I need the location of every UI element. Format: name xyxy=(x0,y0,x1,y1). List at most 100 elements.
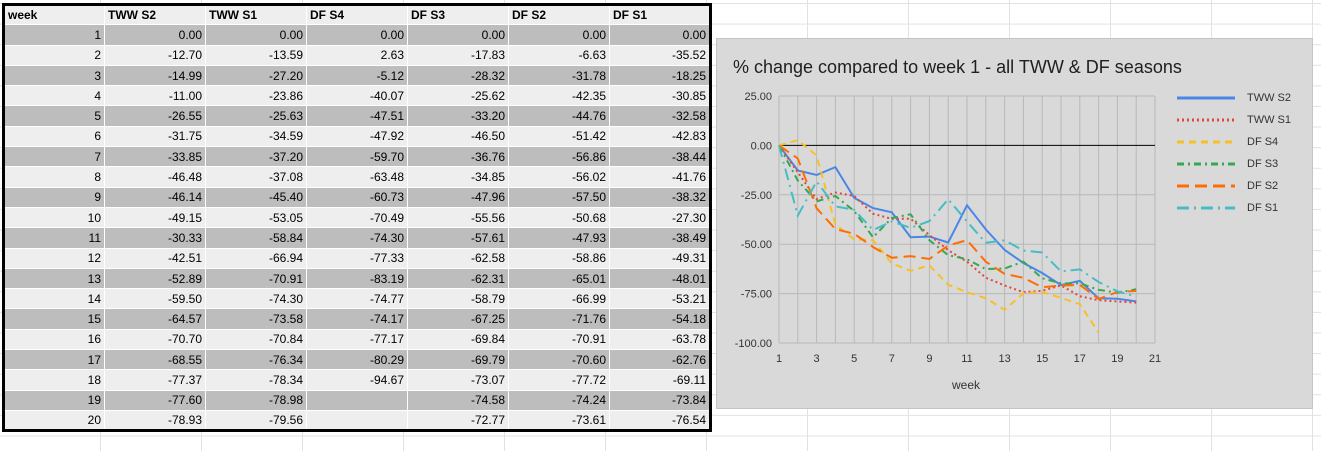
table-cell[interactable]: -38.44 xyxy=(609,146,711,168)
table-cell[interactable]: -53.05 xyxy=(205,206,307,229)
table-cell[interactable]: 13 xyxy=(3,267,105,290)
table-cell[interactable]: 17 xyxy=(3,349,105,371)
table-cell[interactable]: -80.29 xyxy=(306,349,408,371)
table-cell[interactable]: 3 xyxy=(3,64,105,87)
table-cell[interactable]: -50.68 xyxy=(508,206,610,229)
table-cell[interactable]: -74.17 xyxy=(306,308,408,330)
table-cell[interactable]: -34.59 xyxy=(205,125,307,148)
table-cell[interactable]: 12 xyxy=(3,247,105,269)
column-header[interactable]: week xyxy=(3,3,105,26)
table-cell[interactable]: -73.07 xyxy=(407,369,509,391)
table-cell[interactable]: -36.76 xyxy=(407,146,509,168)
table-cell[interactable]: -26.55 xyxy=(104,105,206,127)
table-cell[interactable]: 6 xyxy=(3,125,105,148)
table-cell[interactable]: -77.72 xyxy=(508,369,610,391)
table-cell[interactable]: -62.58 xyxy=(407,247,509,269)
table-cell[interactable]: -66.94 xyxy=(205,247,307,269)
table-cell[interactable]: -27.20 xyxy=(205,64,307,87)
column-header[interactable]: DF S2 xyxy=(508,3,610,26)
table-cell[interactable]: -38.49 xyxy=(609,227,711,249)
table-cell[interactable]: 0.00 xyxy=(104,24,206,46)
table-cell[interactable]: -59.50 xyxy=(104,288,206,310)
table-cell[interactable]: -74.24 xyxy=(508,389,610,411)
table-cell[interactable]: -33.20 xyxy=(407,105,509,127)
table-cell[interactable]: -66.99 xyxy=(508,288,610,310)
table-cell[interactable]: -35.52 xyxy=(609,44,711,66)
table-cell[interactable]: 1 xyxy=(3,24,105,46)
table-cell[interactable]: -76.54 xyxy=(609,409,711,432)
column-header[interactable]: DF S3 xyxy=(407,3,509,26)
column-header[interactable]: DF S1 xyxy=(609,3,711,26)
table-cell[interactable]: -54.18 xyxy=(609,308,711,330)
table-cell[interactable]: -27.30 xyxy=(609,206,711,229)
table-cell[interactable]: -68.55 xyxy=(104,349,206,371)
table-cell[interactable]: -55.56 xyxy=(407,206,509,229)
table-cell[interactable]: -56.86 xyxy=(508,146,610,168)
table-cell[interactable]: 11 xyxy=(3,227,105,249)
table-cell[interactable]: -23.86 xyxy=(205,85,307,107)
table-cell[interactable]: -57.61 xyxy=(407,227,509,249)
table-cell[interactable]: -49.31 xyxy=(609,247,711,269)
table-cell[interactable]: -73.61 xyxy=(508,409,610,432)
table-cell[interactable]: -42.51 xyxy=(104,247,206,269)
table-cell[interactable]: -77.60 xyxy=(104,389,206,411)
table-cell[interactable]: -64.57 xyxy=(104,308,206,330)
table-cell[interactable]: -76.34 xyxy=(205,349,307,371)
table-cell[interactable]: -40.07 xyxy=(306,85,408,107)
table-cell[interactable]: -6.63 xyxy=(508,44,610,66)
table-cell[interactable]: -83.19 xyxy=(306,267,408,290)
table-cell[interactable]: -42.83 xyxy=(609,125,711,148)
column-header[interactable]: DF S4 xyxy=(306,3,408,26)
table-cell[interactable]: 10 xyxy=(3,206,105,229)
table-cell[interactable] xyxy=(306,389,408,411)
table-cell[interactable]: -70.91 xyxy=(508,328,610,351)
table-cell[interactable]: -13.59 xyxy=(205,44,307,66)
table-cell[interactable]: 0.00 xyxy=(609,24,711,46)
table-cell[interactable]: 5 xyxy=(3,105,105,127)
table-cell[interactable]: -49.15 xyxy=(104,206,206,229)
table-cell[interactable]: -58.86 xyxy=(508,247,610,269)
table-cell[interactable]: 4 xyxy=(3,85,105,107)
table-cell[interactable]: 0.00 xyxy=(306,24,408,46)
table-cell[interactable]: -70.60 xyxy=(508,349,610,371)
table-cell[interactable]: -25.62 xyxy=(407,85,509,107)
table-cell[interactable]: -57.50 xyxy=(508,186,610,208)
table-cell[interactable]: -52.89 xyxy=(104,267,206,290)
table-cell[interactable]: -46.14 xyxy=(104,186,206,208)
table-cell[interactable]: -34.85 xyxy=(407,166,509,188)
table-cell[interactable]: -69.84 xyxy=(407,328,509,351)
table-cell[interactable]: -51.42 xyxy=(508,125,610,148)
table-cell[interactable]: -30.33 xyxy=(104,227,206,249)
table-cell[interactable]: -74.77 xyxy=(306,288,408,310)
table-cell[interactable]: -45.40 xyxy=(205,186,307,208)
table-cell[interactable]: -31.78 xyxy=(508,64,610,87)
table-cell[interactable]: 20 xyxy=(3,409,105,432)
table-cell[interactable]: -70.70 xyxy=(104,328,206,351)
table-cell[interactable]: -33.85 xyxy=(104,146,206,168)
table-cell[interactable]: 19 xyxy=(3,389,105,411)
table-cell[interactable]: -37.08 xyxy=(205,166,307,188)
table-cell[interactable]: -63.78 xyxy=(609,328,711,351)
table-cell[interactable]: -62.76 xyxy=(609,349,711,371)
table-cell[interactable]: -30.85 xyxy=(609,85,711,107)
table-cell[interactable]: 0.00 xyxy=(407,24,509,46)
table-cell[interactable]: -71.76 xyxy=(508,308,610,330)
table-cell[interactable]: 18 xyxy=(3,369,105,391)
table-cell[interactable]: -53.21 xyxy=(609,288,711,310)
table-cell[interactable]: -74.30 xyxy=(205,288,307,310)
table-cell[interactable]: -59.70 xyxy=(306,146,408,168)
table-cell[interactable]: -73.58 xyxy=(205,308,307,330)
table-cell[interactable] xyxy=(306,409,408,432)
table-cell[interactable]: -28.32 xyxy=(407,64,509,87)
table-cell[interactable]: -46.50 xyxy=(407,125,509,148)
table-cell[interactable]: -78.98 xyxy=(205,389,307,411)
table-cell[interactable]: -47.92 xyxy=(306,125,408,148)
table-cell[interactable]: -65.01 xyxy=(508,267,610,290)
table-cell[interactable]: -25.63 xyxy=(205,105,307,127)
table-cell[interactable]: -18.25 xyxy=(609,64,711,87)
table-cell[interactable]: -32.58 xyxy=(609,105,711,127)
table-cell[interactable]: -5.12 xyxy=(306,64,408,87)
table-cell[interactable]: -11.00 xyxy=(104,85,206,107)
table-cell[interactable]: -47.93 xyxy=(508,227,610,249)
table-cell[interactable]: -77.37 xyxy=(104,369,206,391)
